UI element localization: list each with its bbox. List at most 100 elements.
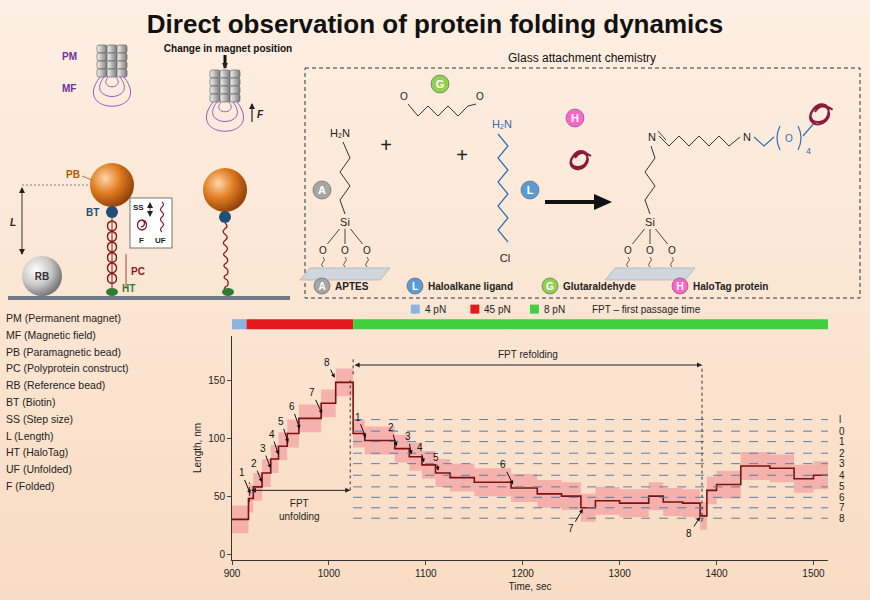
svg-text:PC: PC bbox=[131, 266, 145, 277]
svg-text:900: 900 bbox=[224, 568, 241, 579]
svg-text:+: + bbox=[380, 134, 392, 156]
svg-text:G: G bbox=[546, 281, 554, 292]
svg-text:H₂N: H₂N bbox=[330, 127, 350, 139]
svg-text:HT (HaloTag): HT (HaloTag) bbox=[6, 446, 68, 458]
svg-text:BT: BT bbox=[86, 207, 99, 218]
svg-text:4: 4 bbox=[417, 442, 423, 453]
svg-text:FPT refolding: FPT refolding bbox=[498, 349, 558, 360]
svg-text:F (Folded): F (Folded) bbox=[6, 480, 54, 492]
svg-text:O: O bbox=[476, 91, 484, 102]
svg-text:SS: SS bbox=[133, 203, 144, 212]
svg-text:1400: 1400 bbox=[705, 568, 728, 579]
svg-text:A: A bbox=[318, 184, 326, 196]
svg-text:RB (Reference bead): RB (Reference bead) bbox=[6, 379, 105, 391]
svg-text:UF (Unfolded): UF (Unfolded) bbox=[6, 463, 72, 475]
svg-text:HT: HT bbox=[122, 283, 135, 294]
svg-text:50: 50 bbox=[214, 491, 226, 502]
svg-text:Change in magnet position: Change in magnet position bbox=[164, 43, 292, 54]
svg-text:HaloTag protein: HaloTag protein bbox=[693, 281, 768, 292]
svg-text:8: 8 bbox=[686, 528, 692, 539]
svg-text:A: A bbox=[318, 281, 325, 292]
svg-text:3: 3 bbox=[405, 431, 411, 442]
svg-text:0: 0 bbox=[219, 549, 225, 560]
svg-text:Si: Si bbox=[340, 216, 350, 228]
svg-text:100: 100 bbox=[208, 433, 225, 444]
svg-text:PB (Paramagnetic bead): PB (Paramagnetic bead) bbox=[6, 346, 121, 358]
svg-text:45 pN: 45 pN bbox=[484, 304, 511, 315]
svg-text:8: 8 bbox=[839, 513, 845, 524]
svg-text:PC (Polyprotein construct): PC (Polyprotein construct) bbox=[6, 362, 129, 374]
svg-text:Haloalkane ligand: Haloalkane ligand bbox=[428, 281, 513, 292]
svg-text:+: + bbox=[456, 144, 468, 166]
svg-text:4: 4 bbox=[839, 470, 845, 481]
svg-text:7: 7 bbox=[839, 502, 845, 513]
svg-text:L: L bbox=[527, 184, 534, 196]
svg-text:L (Length): L (Length) bbox=[6, 430, 53, 442]
svg-text:4: 4 bbox=[269, 429, 275, 440]
svg-text:Length, nm: Length, nm bbox=[192, 423, 203, 473]
svg-text:H: H bbox=[676, 281, 683, 292]
svg-text:1: 1 bbox=[239, 467, 245, 478]
svg-text:2: 2 bbox=[839, 448, 845, 459]
svg-text:Glass attachment chemistry: Glass attachment chemistry bbox=[508, 51, 656, 65]
svg-text:O: O bbox=[400, 91, 408, 102]
svg-text:4 pN: 4 pN bbox=[425, 304, 446, 315]
svg-text:150: 150 bbox=[208, 375, 225, 386]
svg-text:G: G bbox=[436, 78, 445, 90]
svg-text:FPT – first passage time: FPT – first passage time bbox=[592, 304, 701, 315]
svg-text:MF (Magnetic field): MF (Magnetic field) bbox=[6, 329, 96, 341]
svg-text:1: 1 bbox=[355, 412, 361, 423]
svg-text:BT (Biotin): BT (Biotin) bbox=[6, 396, 55, 408]
svg-text:Cl: Cl bbox=[500, 252, 510, 264]
svg-text:7: 7 bbox=[309, 387, 315, 398]
svg-text:Si: Si bbox=[645, 216, 655, 228]
svg-text:l: l bbox=[839, 414, 841, 425]
svg-text:1200: 1200 bbox=[512, 568, 535, 579]
svg-text:1100: 1100 bbox=[415, 568, 437, 579]
svg-text:1500: 1500 bbox=[802, 568, 825, 579]
svg-text:MF: MF bbox=[62, 83, 76, 94]
svg-text:6: 6 bbox=[839, 492, 845, 503]
svg-text:5: 5 bbox=[839, 481, 845, 492]
svg-text:APTES: APTES bbox=[335, 281, 369, 292]
svg-text:F: F bbox=[257, 109, 264, 120]
svg-text:O: O bbox=[785, 133, 793, 144]
svg-text:F: F bbox=[139, 236, 144, 245]
svg-text:O: O bbox=[341, 245, 349, 256]
svg-text:N: N bbox=[743, 131, 751, 143]
svg-text:8 pN: 8 pN bbox=[544, 304, 565, 315]
svg-text:PM: PM bbox=[62, 51, 77, 62]
svg-text:RB: RB bbox=[35, 271, 49, 282]
svg-text:3: 3 bbox=[839, 458, 845, 469]
svg-text:H: H bbox=[571, 112, 579, 124]
svg-text:0: 0 bbox=[839, 426, 845, 437]
svg-text:O: O bbox=[319, 245, 327, 256]
svg-text:O: O bbox=[363, 245, 371, 256]
svg-text:1000: 1000 bbox=[318, 568, 341, 579]
svg-text:5: 5 bbox=[278, 416, 284, 427]
svg-text:PM (Permanent magnet): PM (Permanent magnet) bbox=[6, 312, 121, 324]
svg-text:Direct observation of protein: Direct observation of protein folding dy… bbox=[147, 9, 723, 39]
svg-text:4: 4 bbox=[806, 146, 811, 156]
svg-text:FPTunfolding: FPTunfolding bbox=[279, 498, 320, 522]
svg-text:2: 2 bbox=[388, 422, 394, 433]
svg-text:3: 3 bbox=[260, 443, 266, 454]
svg-text:O: O bbox=[646, 245, 654, 256]
svg-text:L: L bbox=[10, 217, 16, 228]
svg-text:L: L bbox=[412, 281, 418, 292]
svg-text:O: O bbox=[624, 245, 632, 256]
svg-text:O: O bbox=[668, 245, 676, 256]
svg-text:8: 8 bbox=[324, 357, 330, 368]
svg-text:SS (Step size): SS (Step size) bbox=[6, 413, 73, 425]
svg-text:6: 6 bbox=[289, 401, 295, 412]
svg-text:1: 1 bbox=[839, 436, 845, 447]
svg-text:PB: PB bbox=[66, 169, 80, 180]
svg-text:UF: UF bbox=[155, 236, 166, 245]
svg-text:N: N bbox=[648, 131, 656, 143]
svg-text:H₂N: H₂N bbox=[492, 118, 512, 130]
svg-text:2: 2 bbox=[251, 458, 257, 469]
svg-text:7: 7 bbox=[568, 523, 574, 534]
svg-text:1300: 1300 bbox=[609, 568, 632, 579]
svg-text:6: 6 bbox=[500, 459, 506, 470]
svg-text:Time, sec: Time, sec bbox=[509, 581, 552, 592]
